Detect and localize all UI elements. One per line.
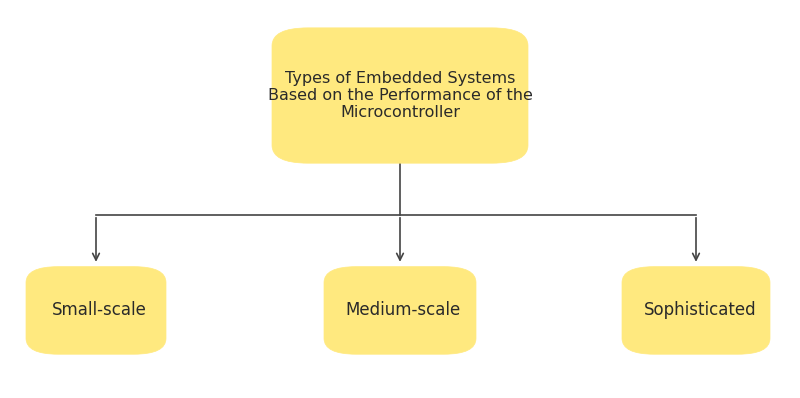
FancyBboxPatch shape — [622, 267, 770, 354]
Text: Types of Embedded Systems
Based on the Performance of the
Microcontroller: Types of Embedded Systems Based on the P… — [267, 70, 533, 121]
FancyBboxPatch shape — [26, 267, 166, 354]
FancyBboxPatch shape — [272, 28, 528, 163]
Text: Medium-scale: Medium-scale — [346, 301, 461, 320]
Text: Small-scale: Small-scale — [52, 301, 147, 320]
FancyBboxPatch shape — [324, 267, 476, 354]
Text: Sophisticated: Sophisticated — [644, 301, 757, 320]
